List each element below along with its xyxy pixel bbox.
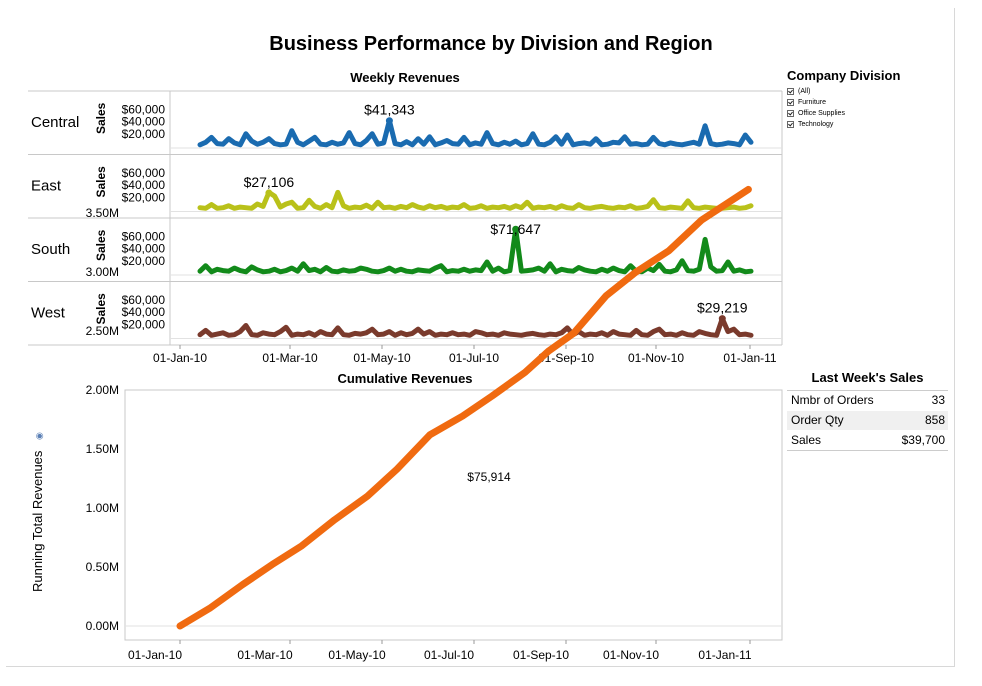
y-axis-title: Running Total Revenues [30,450,45,592]
dashboard-frame [6,8,955,667]
filter-option-furniture[interactable]: Furniture [787,97,967,108]
series-line-south [197,226,754,275]
row-value: 33 [931,393,945,407]
peak-marker [718,315,726,323]
dashboard-title: Business Performance by Division and Reg… [269,33,713,55]
y-tick-label: $40,000 [122,178,166,192]
checkbox-icon[interactable] [787,110,794,117]
filter-option-all[interactable]: (All) [787,86,967,97]
y-tick-label: $60,000 [122,293,166,307]
region-label-central: Central [31,114,79,131]
y-tick-label: $60,000 [122,229,166,243]
x-tick-label: 01-Jul-10 [424,648,474,662]
y-axis-title: Sales [94,102,108,134]
cumulative-chart-title: Cumulative Revenues [337,371,473,386]
y-axis-title: Sales [94,293,108,325]
x-tick-label: 01-Nov-10 [603,648,659,662]
weekly-chart-title: Weekly Revenues [350,70,460,85]
checkbox-icon[interactable] [787,88,794,95]
y-tick-label: $20,000 [122,254,166,268]
filter-option-office-supplies[interactable]: Office Supplies [787,108,967,119]
y-tick-label: $40,000 [122,305,166,319]
filter-option-label: Furniture [798,99,827,106]
y-tick-label: $20,000 [122,317,166,331]
checkbox-icon[interactable] [787,121,794,128]
y-tick-label: 3.00M [86,265,119,279]
y-tick-label: 0.00M [86,619,119,633]
filter-option-technology[interactable]: Technology [787,119,967,130]
y-tick-label: $40,000 [122,242,166,256]
x-tick-label: 01-Jan-10 [153,351,207,365]
peak-marker [512,225,520,233]
y-axis-title: Sales [94,166,108,198]
plot-area [124,389,783,641]
x-tick-label: 01-Mar-10 [237,648,293,662]
row-value: 858 [924,413,945,427]
y-tick-label: $60,000 [122,166,166,180]
y-tick-label: 1.00M [86,501,119,515]
peak-marker [385,117,393,125]
region-label-east: East [31,178,62,195]
y-tick-label: 3.50M [86,206,119,220]
row-label: Nmbr of Orders [791,393,874,407]
x-tick-label: 01-May-10 [328,648,386,662]
x-tick-label: 01-Jan-11 [698,648,751,662]
filter-option-label: Technology [798,121,834,128]
x-tick-label: 01-Mar-10 [262,351,318,365]
x-tick-label: 01-Jan-11 [723,351,776,365]
region-label-west: West [31,305,66,322]
last-week-sales-title: Last Week's Sales [811,370,924,385]
y-tick-label: $60,000 [122,102,166,116]
x-tick-label: 01-Jul-10 [449,351,499,365]
cumulative-line [176,185,752,630]
table-row: Order Qty 858 [787,411,948,431]
y-axis-title: Sales [94,229,108,261]
checkbox-icon[interactable] [787,99,794,106]
filter-option-label: Office Supplies [798,110,845,117]
x-tick-label: 01-Sep-10 [513,648,569,662]
series-line-central [197,118,754,148]
y-tick-label: $20,000 [122,190,166,204]
filter-option-label: (All) [798,88,811,95]
peak-annotation: $71,647 [490,221,541,237]
series-line-east [197,189,754,211]
peak-marker [265,189,273,197]
y-tick-label: 1.50M [86,442,119,456]
row-label: Sales [791,433,822,447]
y-tick-label: $40,000 [122,115,166,129]
peak-annotation: $27,106 [244,174,295,190]
series-line-west [197,316,754,338]
peak-annotation: $41,343 [364,102,415,118]
peak-annotation: $29,219 [697,300,748,316]
y-tick-label: 2.50M [86,324,119,338]
region-label-south: South [31,241,70,258]
y-tick-label: 2.00M [86,383,119,397]
company-division-filter: Company Division (All) Furniture Office … [787,68,967,130]
cumulative-annotation: $75,914 [467,470,511,484]
y-tick-label: $20,000 [122,127,166,141]
x-tick-label: 01-May-10 [353,351,411,365]
row-value: $39,700 [901,433,945,447]
table-row: Sales $39,700 [787,431,948,451]
x-tick-label: 01-Jan-10 [128,648,182,662]
pin-icon: ◉ [34,432,44,440]
x-tick-label: 01-Nov-10 [628,351,684,365]
table-row: Nmbr of Orders 33 [787,390,948,411]
filter-title: Company Division [787,68,901,83]
x-tick-label: 01-Sep-10 [538,351,594,365]
last-week-sales-table: Last Week's Sales Nmbr of Orders 33 Orde… [787,370,948,451]
row-label: Order Qty [791,413,844,427]
y-tick-label: 0.50M [86,560,119,574]
